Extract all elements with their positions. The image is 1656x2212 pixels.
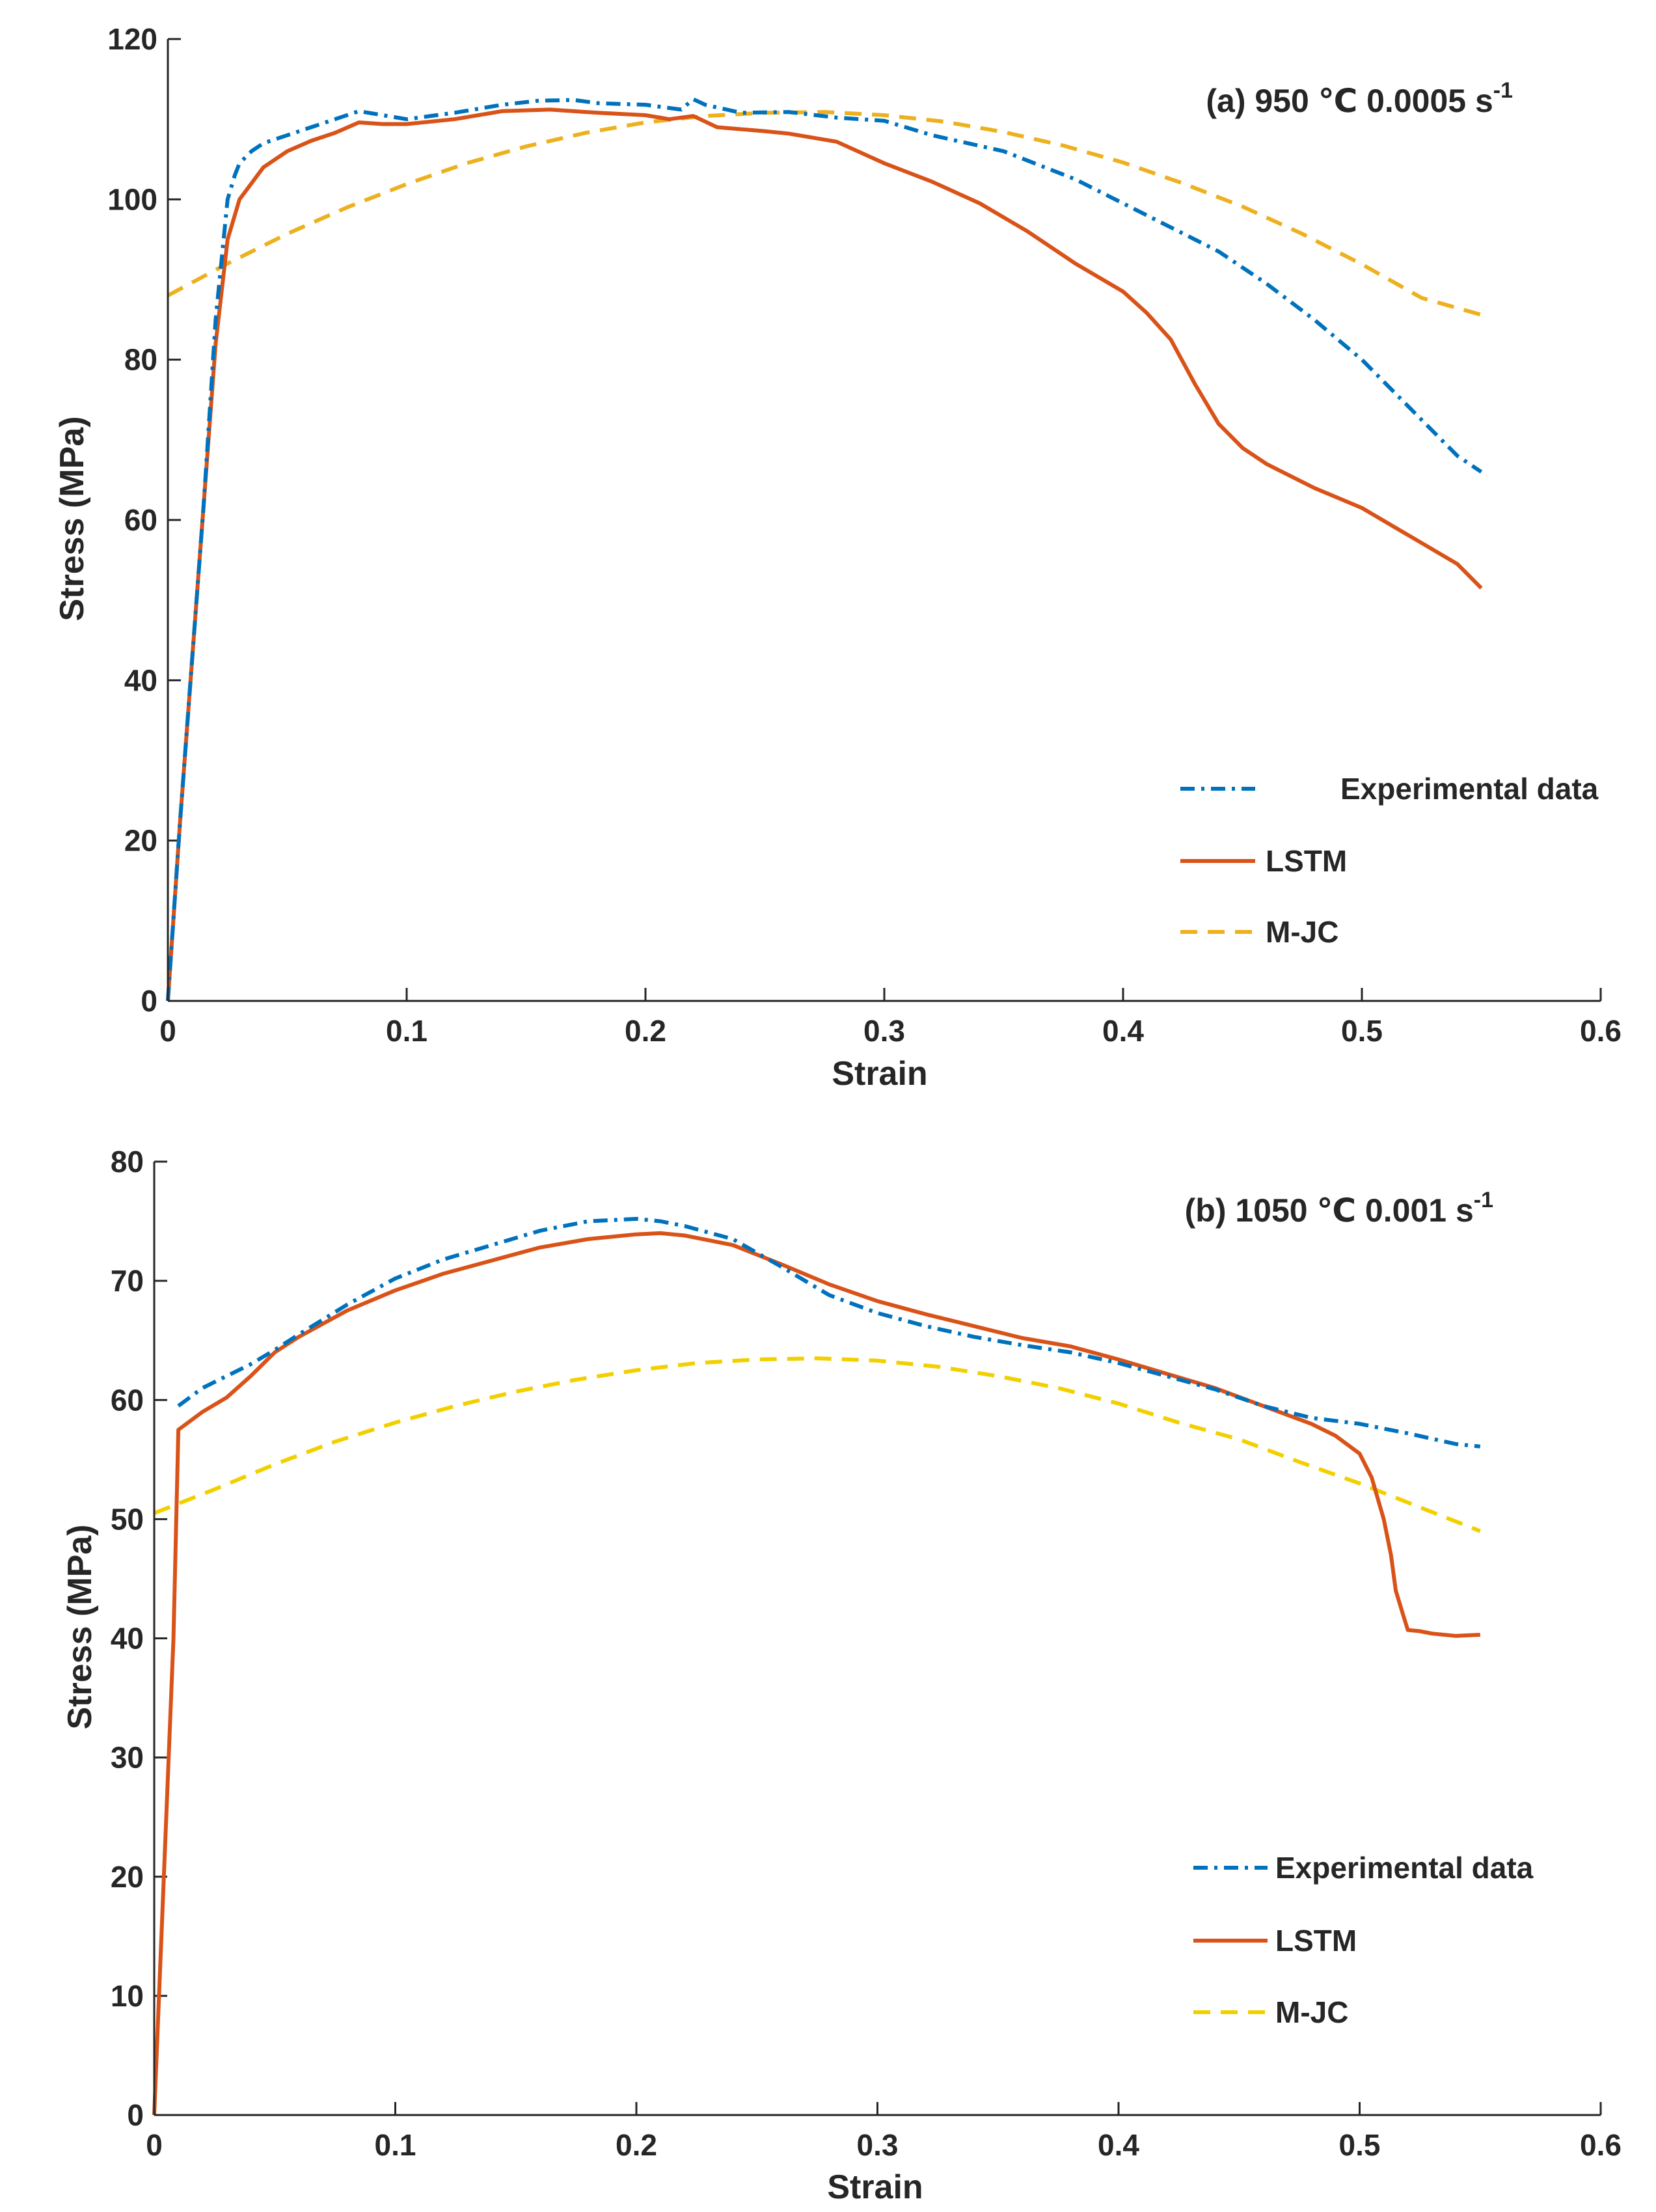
panel-a-y-tick-label: 80 (124, 343, 157, 377)
panel-b-y-tick-label: 60 (111, 1383, 144, 1417)
panel-b-x-tick-label: 0.4 (1098, 2128, 1139, 2162)
panel-a-y-tick-label: 20 (124, 824, 157, 858)
panel-b-x-tick-label: 0.3 (857, 2128, 899, 2162)
chart-panel-b: 0 0.1 0.2 0.3 0.4 0.5 0.6 0 10 20 30 40 50 60 70 80 Str… (61, 1145, 1622, 2206)
panel-a-y-tick-label: 60 (124, 503, 157, 537)
panel-b-y-tick-label: 30 (111, 1741, 144, 1775)
panel-a-y-tick-label: 40 (124, 663, 157, 697)
panel-b-y-tick-label: 70 (111, 1264, 144, 1298)
panel-a-x-tick-label: 0.4 (1102, 1014, 1144, 1048)
panel-a-x-tick-label: 0.3 (863, 1014, 905, 1048)
panel-a-y-axis-label: Stress (MPa) (53, 416, 91, 621)
panel-b-y-tick-label: 80 (111, 1145, 144, 1179)
panel-a-ticks: 0 0.1 0.2 0.3 0.4 0.5 0.6 0 20 40 60 80 100 120 (107, 22, 1622, 1048)
panel-a-annotation-text: (a) 950 ℃ 0.0005 s (1206, 83, 1493, 119)
panel-b-annotation: (b) 1050 ℃ 0.001 s-1 (1185, 1188, 1493, 1229)
panel-a-annotation-superscript: -1 (1493, 78, 1513, 103)
panel-b-x-tick-label: 0.6 (1580, 2128, 1622, 2162)
panel-a-x-axis-label: Strain (832, 1055, 927, 1093)
panel-b-annotation-superscript: -1 (1474, 1188, 1493, 1212)
panel-a-y-tick-label: 120 (107, 22, 157, 56)
panel-b-y-tick-label: 50 (111, 1502, 144, 1536)
panel-b-legend-label: Experimental data (1275, 1851, 1534, 1885)
panel-a-x-tick-label: 0 (159, 1014, 176, 1048)
panel-b-y-tick-label: 10 (111, 1979, 144, 2013)
panel-b-series-lstm (152, 1231, 1480, 2116)
panel-b-series-m-jc (153, 1356, 1481, 1533)
panel-b-y-axis-label: Stress (MPa) (61, 1525, 99, 1730)
panel-b-x-axis-label: Strain (827, 2168, 923, 2206)
panel-b-y-tick-label: 20 (111, 1860, 144, 1894)
panel-b-x-tick-label: 0.2 (616, 2128, 657, 2162)
panel-b-ticks: 0 0.1 0.2 0.3 0.4 0.5 0.6 0 10 20 30 40 50 60 70 80 (111, 1145, 1622, 2162)
panel-a-x-tick-label: 0.6 (1580, 1014, 1622, 1048)
panel-a-x-tick-label: 0.5 (1341, 1014, 1383, 1048)
panel-b-legend: Experimental data LSTM M-JC (1193, 1851, 1534, 2029)
panel-a-legend-label: Experimental data (1340, 772, 1599, 806)
panel-a-y-tick-label: 0 (141, 984, 157, 1018)
panel-a-legend: Experimental data LSTM M-JC (1180, 772, 1599, 949)
panel-a-y-tick-label: 100 (107, 182, 157, 216)
panel-b-x-tick-label: 0 (146, 2128, 163, 2162)
panel-b-series-experimental-data (177, 1216, 1481, 1449)
panel-a-series-m-jc (167, 110, 1482, 317)
panel-a-series-experimental-data (166, 97, 1483, 1002)
panel-b-curves (152, 1216, 1481, 2116)
chart-panel-a: 0 0.1 0.2 0.3 0.4 0.5 0.6 0 20 40 60 80 100 120 Strai… (53, 22, 1622, 1093)
panel-a-annotation: (a) 950 ℃ 0.0005 s-1 (1206, 78, 1513, 119)
panel-a-curves (166, 97, 1483, 1002)
panel-a-legend-label: M-JC (1266, 915, 1338, 949)
panel-a-x-tick-label: 0.2 (625, 1014, 666, 1048)
panel-b-y-tick-label: 0 (127, 2098, 144, 2132)
panel-b-x-tick-label: 0.5 (1339, 2128, 1381, 2162)
panel-a-x-tick-label: 0.1 (386, 1014, 428, 1048)
panel-b-x-tick-label: 0.1 (375, 2128, 416, 2162)
panel-b-legend-label: LSTM (1275, 1924, 1357, 1958)
panel-b-legend-label: M-JC (1275, 1995, 1348, 2029)
panel-a-series-lstm (166, 107, 1483, 1002)
panel-a-legend-label: LSTM (1266, 844, 1347, 878)
panel-b-annotation-text: (b) 1050 ℃ 0.001 s (1185, 1192, 1474, 1229)
panel-b-y-tick-label: 40 (111, 1622, 144, 1656)
